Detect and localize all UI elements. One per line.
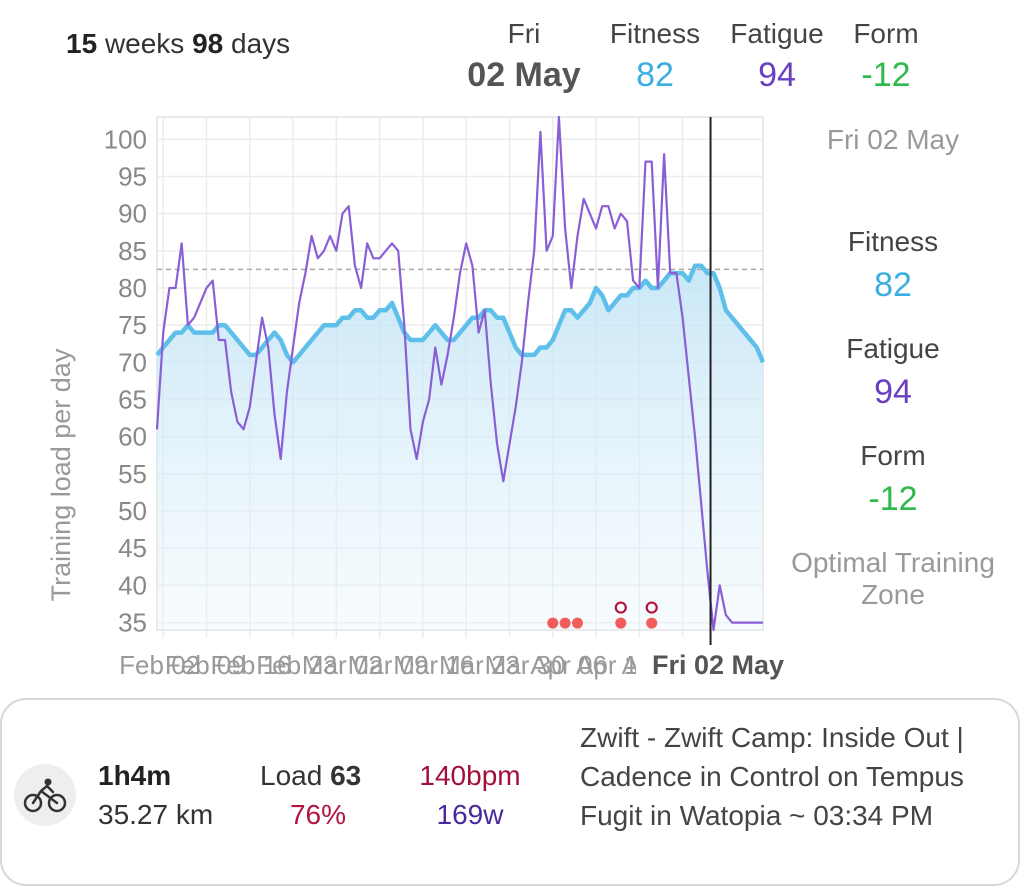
activity-power: 169w — [436, 799, 504, 830]
x-tick-label: Apr 06 — [530, 650, 607, 680]
header-date-value: 02 May — [467, 56, 581, 94]
activity-marker[interactable] — [646, 617, 658, 629]
y-tick-label: 95 — [118, 161, 147, 191]
header-day: Fri — [507, 18, 541, 49]
side-fatigue: Fatigue 94 — [788, 333, 998, 412]
optimal-training-zone-label: Optimal Training Zone — [791, 547, 995, 610]
y-tick-label: 85 — [118, 236, 147, 266]
activity-load-value: 63 — [330, 760, 362, 791]
y-tick-label: 80 — [118, 273, 147, 303]
side-fitness-value: 82 — [874, 266, 912, 304]
activity-load: Load 63 — [260, 760, 361, 792]
side-date-text: Fri 02 May — [826, 124, 960, 155]
side-date: Fri 02 May — [788, 124, 998, 156]
activity-intensity: 76% — [289, 799, 347, 830]
y-axis-label: Training load per day — [46, 348, 76, 601]
period-summary: 15 weeks 98 days — [66, 28, 290, 60]
y-tick-label: 90 — [118, 199, 147, 229]
header-form-label: Form — [853, 18, 919, 49]
x-tick-label: Mar 09 — [348, 650, 429, 680]
training-load-chart[interactable]: 35 40 45 50 55 60 65 70 75 80 85 90 95 100 Training l… — [0, 100, 790, 690]
cycling-icon — [14, 764, 76, 826]
activity-markers — [547, 601, 658, 629]
x-tick-label: Feb 16 — [211, 650, 292, 680]
weeks-label: weeks — [104, 28, 185, 59]
side-form-label: Form — [860, 440, 926, 471]
y-axis-ticks: 35 40 45 50 55 60 65 70 75 80 85 90 95 100 — [104, 124, 147, 637]
x-tick-label: Mar 16 — [393, 650, 474, 680]
header-fitness-value: 82 — [636, 56, 674, 94]
fitness-area — [157, 265, 763, 630]
side-form: Form -12 — [788, 440, 998, 519]
y-tick-label: 55 — [118, 459, 147, 489]
x-tick-label: Mar 23 — [439, 650, 520, 680]
weeks-count: 15 — [66, 28, 98, 59]
side-form-value: -12 — [868, 480, 918, 518]
activity-marker[interactable] — [559, 617, 571, 629]
x-tick-label: Mar 02 — [302, 650, 383, 680]
header-form-value: -12 — [861, 56, 911, 94]
header-fatigue: Fatigue 94 — [722, 18, 832, 95]
y-tick-label: 40 — [118, 570, 147, 600]
side-fitness: Fitness 82 — [788, 226, 998, 305]
header-fatigue-value: 94 — [758, 56, 796, 94]
side-fitness-label: Fitness — [847, 226, 939, 257]
header-form: Form -12 — [840, 18, 932, 95]
activity-marker[interactable] — [547, 617, 559, 629]
activity-marker[interactable] — [571, 617, 583, 629]
fitness-series-line — [155, 263, 766, 365]
y-tick-label: 70 — [118, 347, 147, 377]
y-tick-label: 45 — [118, 533, 147, 563]
fatigue-series-line — [155, 115, 763, 632]
activity-marker-hollow[interactable] — [614, 601, 627, 614]
activity-duration: 1h4m — [98, 760, 172, 791]
header-fitness: Fitness 82 — [600, 18, 710, 95]
activity-card[interactable]: 1h4m 35.27 km Load 63 76% 140bpm 169w Zw… — [0, 698, 1020, 886]
x-tick-label: Feb 23 — [256, 650, 337, 680]
side-zone: Optimal Training Zone — [784, 547, 1002, 611]
x-tick-label: Mar 30 — [485, 650, 566, 680]
header-date: Fri 02 May — [462, 18, 586, 95]
y-tick-label: 60 — [118, 422, 147, 452]
y-tick-label: 65 — [118, 385, 147, 415]
y-tick-label: 100 — [104, 124, 147, 154]
activity-heart-rate: 140bpm — [419, 760, 521, 791]
activity-marker[interactable] — [615, 617, 627, 629]
y-tick-label: 35 — [118, 608, 147, 638]
selected-date-label: Fri 02 May — [652, 650, 784, 680]
y-tick-label: 75 — [118, 310, 147, 340]
side-fatigue-label: Fatigue — [846, 333, 940, 364]
days-count: 98 — [192, 28, 224, 59]
activity-title[interactable]: Zwift - Zwift Camp: Inside Out | Cadence… — [580, 722, 964, 831]
header-fatigue-label: Fatigue — [730, 18, 824, 49]
days-label: days — [231, 28, 291, 59]
selected-label-bg — [636, 645, 790, 683]
side-fatigue-value: 94 — [874, 373, 912, 411]
y-tick-label: 50 — [118, 496, 147, 526]
activity-marker-hollow[interactable] — [645, 601, 658, 614]
x-tick-label: Feb 09 — [165, 650, 246, 680]
x-tick-label: Feb 02 — [119, 650, 200, 680]
header-fitness-label: Fitness — [609, 18, 701, 49]
activity-load-label: Load — [260, 760, 323, 791]
activity-distance: 35.27 km — [98, 799, 214, 830]
